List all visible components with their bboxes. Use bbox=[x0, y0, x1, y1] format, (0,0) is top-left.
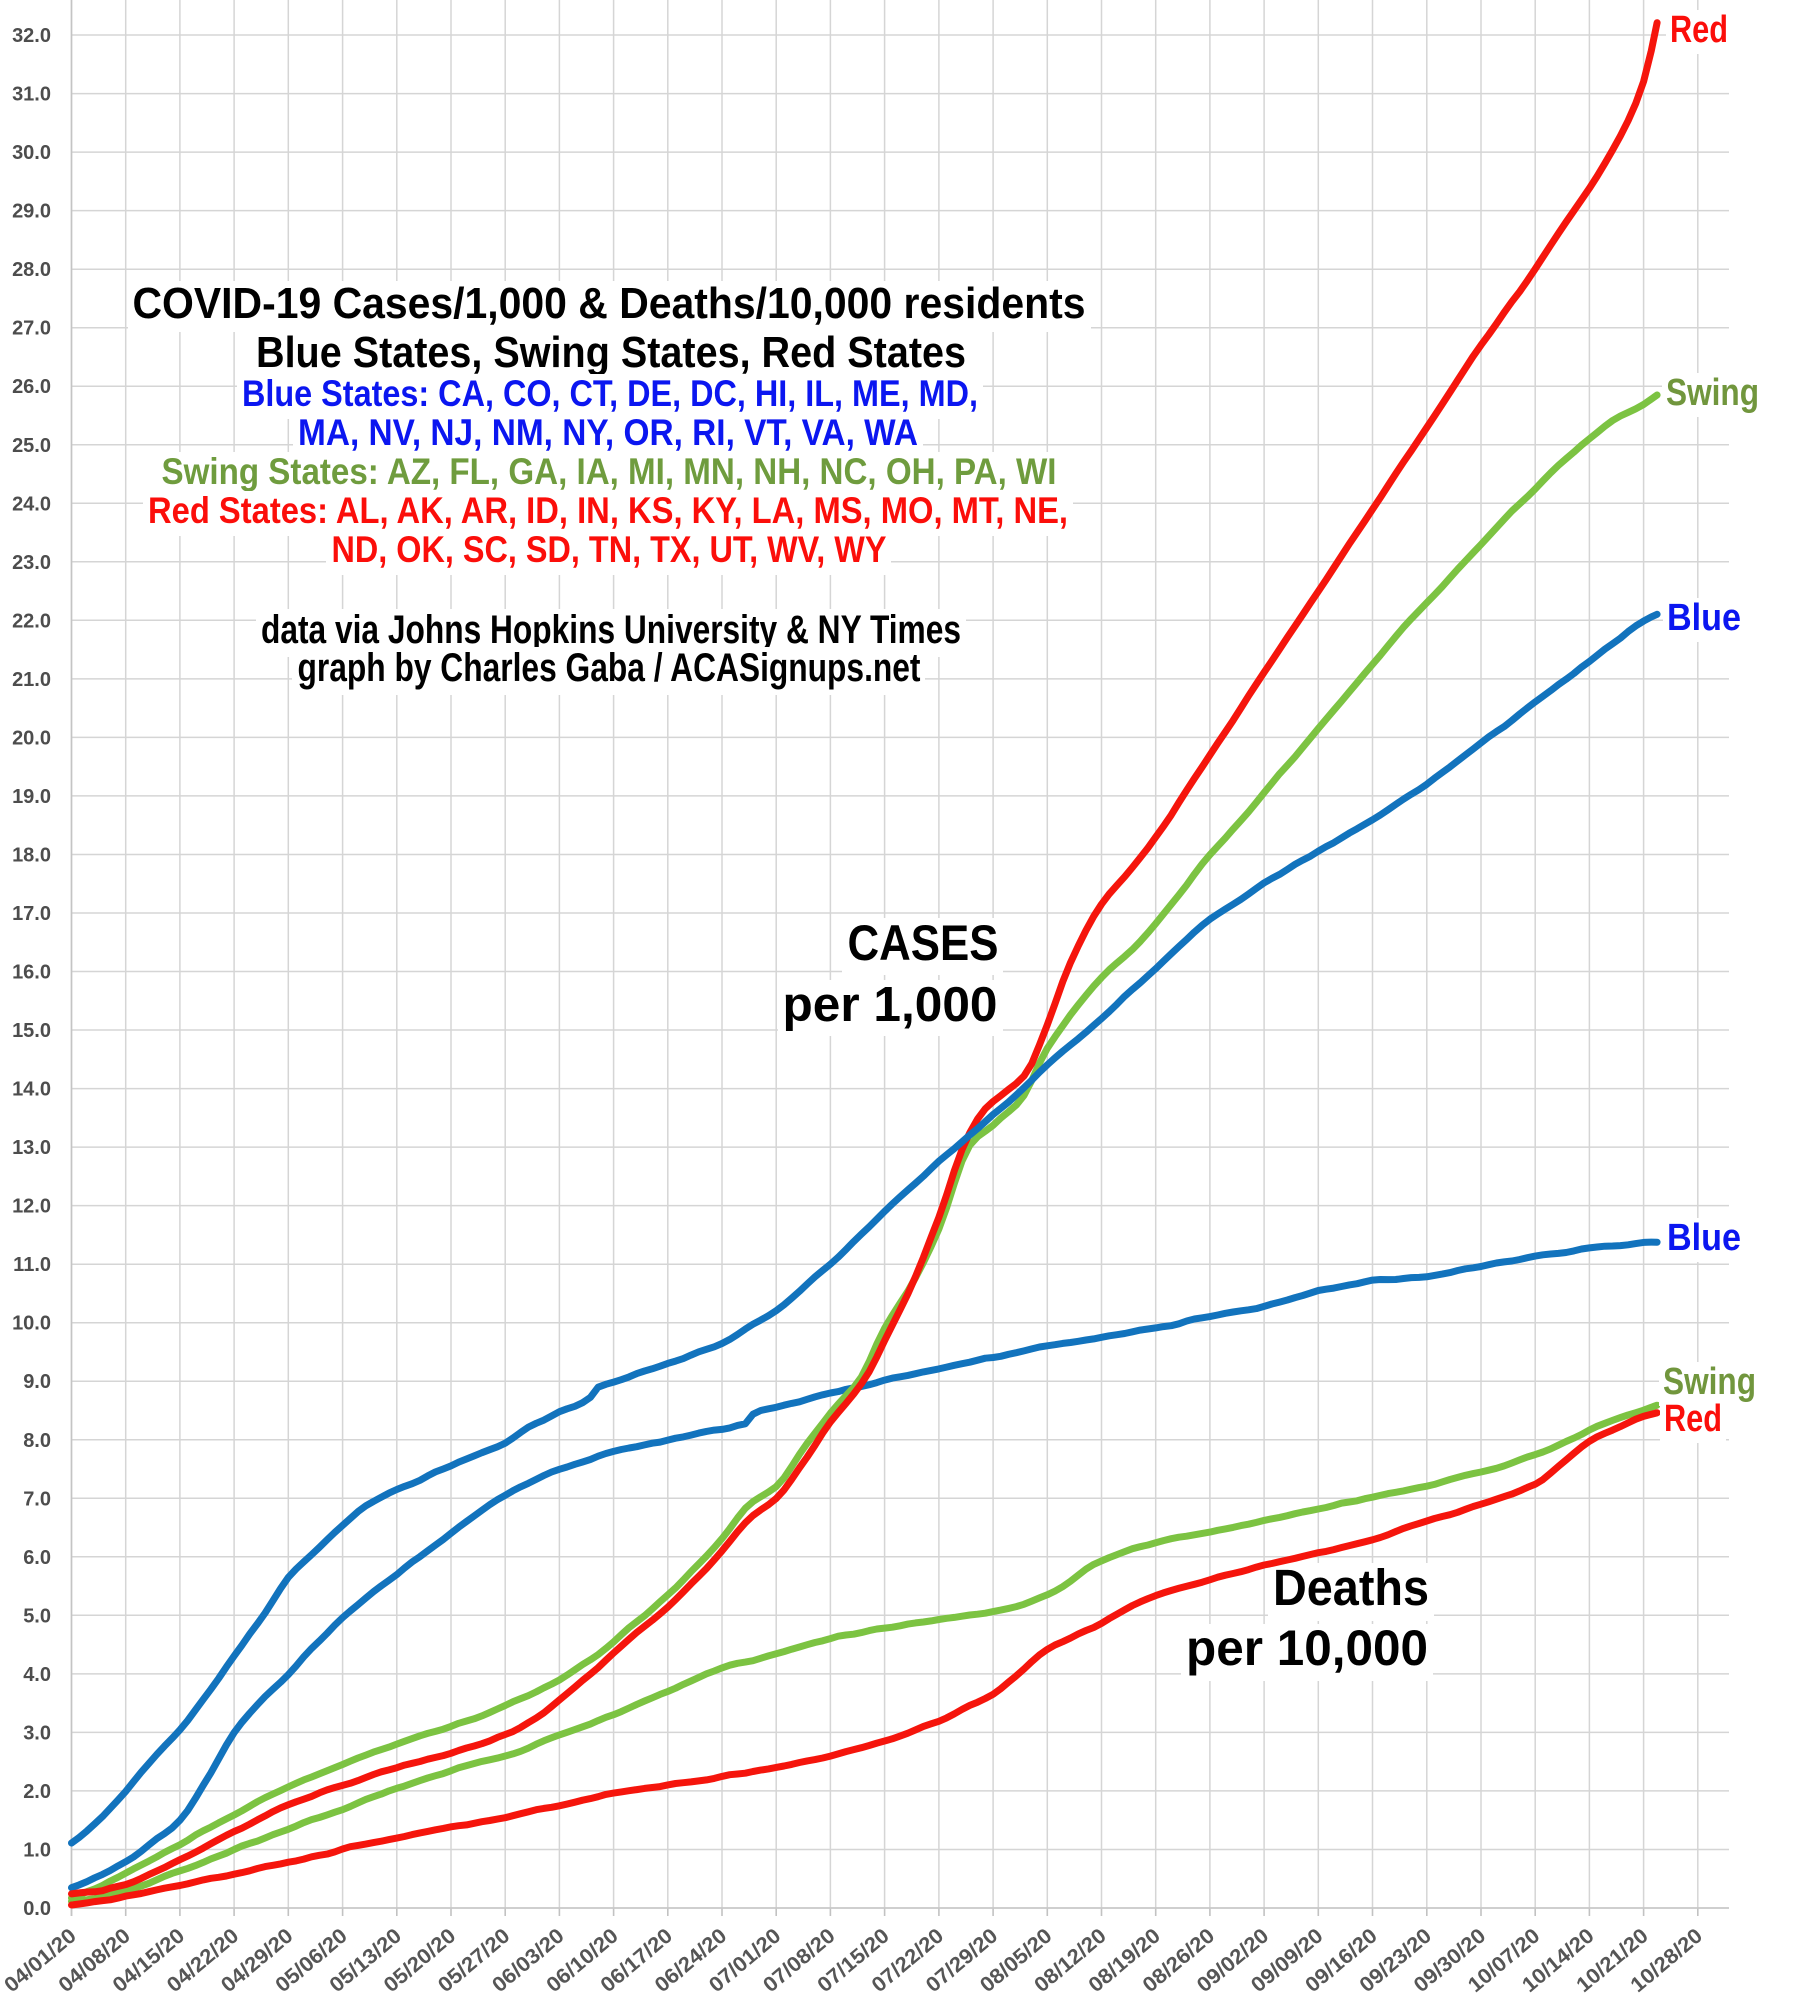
svg-text:7.0: 7.0 bbox=[23, 1488, 51, 1510]
svg-text:26.0: 26.0 bbox=[12, 376, 51, 398]
svg-text:15.0: 15.0 bbox=[12, 1020, 51, 1042]
svg-text:13.0: 13.0 bbox=[12, 1137, 51, 1159]
svg-text:per 10,000: per 10,000 bbox=[1186, 1620, 1428, 1676]
svg-text:CASES: CASES bbox=[848, 915, 999, 971]
svg-text:Swing: Swing bbox=[1666, 372, 1759, 414]
svg-text:Red: Red bbox=[1664, 1398, 1722, 1440]
svg-text:MA, NV, NJ, NM, NY, OR, RI, VT: MA, NV, NJ, NM, NY, OR, RI, VT, VA, WA bbox=[298, 412, 918, 453]
svg-text:Blue: Blue bbox=[1667, 597, 1741, 639]
svg-text:30.0: 30.0 bbox=[12, 142, 51, 164]
svg-text:8.0: 8.0 bbox=[23, 1430, 51, 1452]
svg-text:Blue States, Swing States, Red: Blue States, Swing States, Red States bbox=[256, 328, 966, 377]
svg-text:31.0: 31.0 bbox=[12, 84, 51, 106]
svg-text:25.0: 25.0 bbox=[12, 435, 51, 457]
svg-text:COVID-19 Cases/1,000 & Deaths/: COVID-19 Cases/1,000 & Deaths/10,000 res… bbox=[133, 279, 1086, 328]
svg-text:Deaths: Deaths bbox=[1273, 1559, 1429, 1616]
svg-text:17.0: 17.0 bbox=[12, 903, 51, 925]
svg-text:27.0: 27.0 bbox=[12, 318, 51, 340]
svg-text:32.0: 32.0 bbox=[12, 25, 51, 47]
svg-text:Blue: Blue bbox=[1667, 1217, 1741, 1259]
svg-text:5.0: 5.0 bbox=[23, 1605, 51, 1627]
svg-text:14.0: 14.0 bbox=[12, 1079, 51, 1101]
svg-text:0.0: 0.0 bbox=[23, 1898, 51, 1920]
svg-text:graph by Charles Gaba / ACASig: graph by Charles Gaba / ACASignups.net bbox=[298, 646, 921, 690]
svg-text:10.0: 10.0 bbox=[12, 1313, 51, 1335]
svg-text:per 1,000: per 1,000 bbox=[783, 978, 998, 1032]
svg-text:Blue States: CA, CO, CT, DE, D: Blue States: CA, CO, CT, DE, DC, HI, IL,… bbox=[242, 373, 978, 414]
svg-text:29.0: 29.0 bbox=[12, 201, 51, 223]
svg-text:6.0: 6.0 bbox=[23, 1547, 51, 1569]
svg-text:2.0: 2.0 bbox=[23, 1781, 51, 1803]
svg-text:22.0: 22.0 bbox=[12, 610, 51, 632]
svg-text:Swing States: AZ, FL, GA, IA,: Swing States: AZ, FL, GA, IA, MI, MN, NH… bbox=[162, 451, 1057, 492]
svg-text:Swing: Swing bbox=[1663, 1361, 1756, 1403]
svg-text:24.0: 24.0 bbox=[12, 493, 51, 515]
svg-text:23.0: 23.0 bbox=[12, 552, 51, 574]
svg-text:3.0: 3.0 bbox=[23, 1722, 51, 1744]
svg-text:21.0: 21.0 bbox=[12, 669, 51, 691]
svg-text:4.0: 4.0 bbox=[23, 1664, 51, 1686]
svg-text:19.0: 19.0 bbox=[12, 786, 51, 808]
svg-text:20.0: 20.0 bbox=[12, 727, 51, 749]
svg-text:1.0: 1.0 bbox=[23, 1840, 51, 1862]
svg-text:18.0: 18.0 bbox=[12, 845, 51, 867]
svg-text:ND, OK, SC, SD, TN, TX, UT, WV: ND, OK, SC, SD, TN, TX, UT, WV, WY bbox=[332, 529, 887, 570]
svg-text:11.0: 11.0 bbox=[13, 1254, 51, 1276]
svg-text:Red: Red bbox=[1670, 9, 1728, 51]
svg-text:Red States: AL, AK, AR, ID, IN: Red States: AL, AK, AR, ID, IN, KS, KY, … bbox=[148, 490, 1068, 531]
svg-text:data via Johns Hopkins Univers: data via Johns Hopkins University & NY T… bbox=[261, 608, 961, 652]
svg-text:12.0: 12.0 bbox=[12, 1196, 51, 1218]
svg-text:16.0: 16.0 bbox=[12, 962, 51, 984]
svg-text:28.0: 28.0 bbox=[12, 259, 51, 281]
svg-text:9.0: 9.0 bbox=[23, 1371, 51, 1393]
